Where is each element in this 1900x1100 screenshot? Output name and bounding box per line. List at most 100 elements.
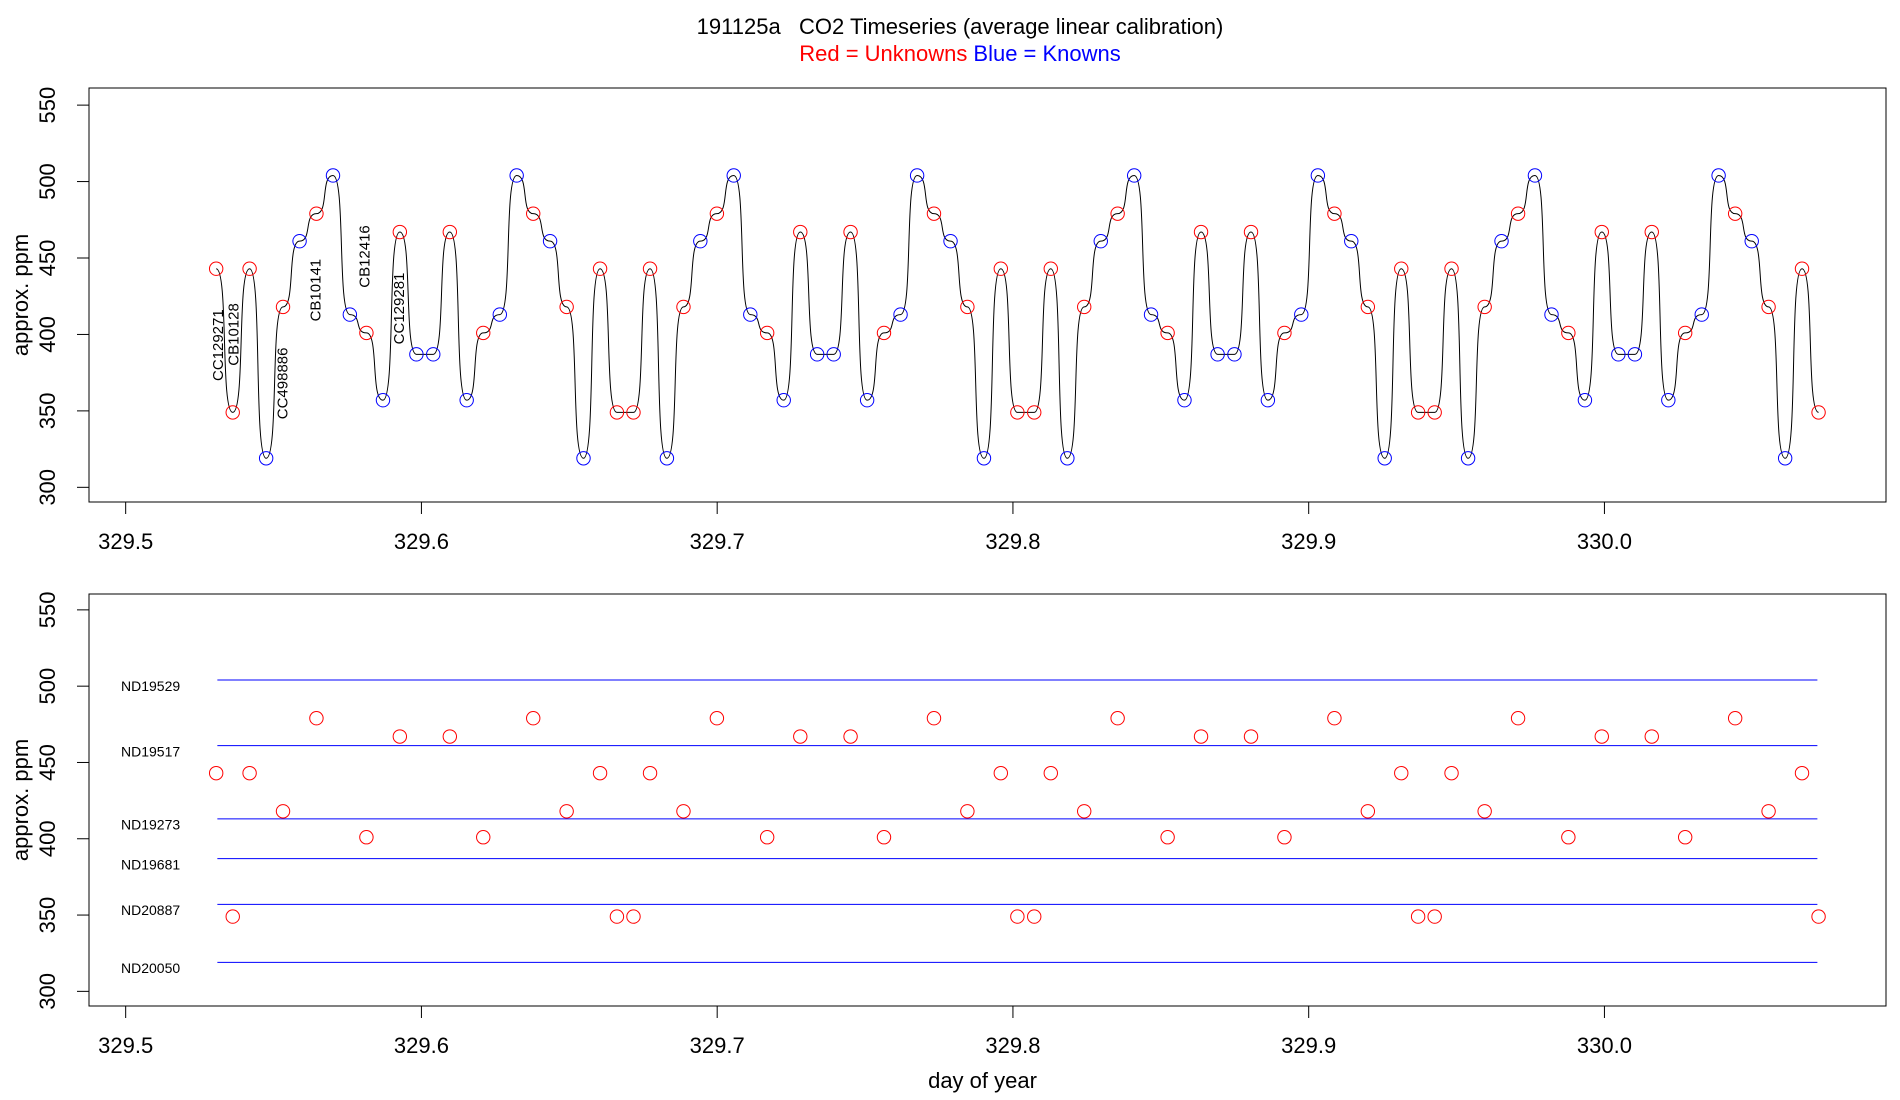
sample-point (1143, 307, 1159, 322)
sample-point (993, 261, 1009, 276)
y-tick-label: 350 (35, 393, 60, 430)
unknown-point (642, 765, 658, 781)
unknown-point (1160, 830, 1175, 845)
sample-point (459, 392, 474, 408)
unknown-point (592, 765, 608, 781)
sample-point (1510, 206, 1526, 221)
y-tick-label: 500 (35, 668, 60, 705)
unknown-point (242, 765, 257, 781)
sample-point (859, 392, 875, 408)
sample-point (1477, 299, 1492, 315)
sample-point (1727, 206, 1743, 221)
unknown-point (1644, 729, 1659, 744)
sample-point (1160, 325, 1175, 341)
reference-label: ND19517 (121, 743, 180, 759)
sample-point (659, 451, 675, 466)
sample-point (1494, 233, 1509, 249)
unknown-point (1510, 711, 1526, 726)
unknown-point (225, 909, 240, 924)
y-tick-label: 550 (35, 592, 60, 629)
x-tick-label: 329.5 (98, 1033, 153, 1058)
sample-point (559, 299, 574, 315)
unknown-point (1043, 765, 1058, 781)
x-tick-label: 329.6 (394, 1033, 449, 1058)
sample-point (793, 224, 808, 240)
sample-point (743, 307, 758, 322)
sample-point (1527, 168, 1543, 183)
unknown-point (1327, 711, 1342, 726)
sample-point (1360, 299, 1376, 315)
y-tick-label: 300 (35, 973, 60, 1010)
sample-point (960, 299, 975, 315)
sample-point (1110, 206, 1125, 221)
sample-point (1294, 307, 1309, 322)
unknown-point (626, 909, 641, 924)
sample-point (1811, 405, 1826, 420)
sample-point (826, 347, 841, 362)
unknown-point (1594, 729, 1609, 744)
sample-point (1344, 233, 1359, 249)
sample-point (426, 347, 441, 362)
unknown-point (1477, 804, 1492, 819)
sample-point (1010, 405, 1025, 420)
sample-point (1594, 224, 1609, 240)
unknown-point (309, 711, 324, 726)
sample-point (492, 307, 508, 322)
sample-point (1126, 168, 1142, 183)
sample-point (275, 299, 291, 315)
sample-point (709, 206, 725, 221)
sample-point (242, 261, 257, 276)
unknown-point (392, 729, 408, 744)
sample-point (309, 206, 324, 221)
sample-point (1277, 325, 1292, 341)
unknown-point (559, 804, 574, 819)
unknown-point (1243, 729, 1259, 744)
unknown-point (1561, 830, 1576, 845)
sample-point (476, 325, 491, 341)
unknown-point (993, 765, 1009, 781)
unknown-point (1444, 765, 1459, 781)
x-tick-label: 329.8 (985, 1033, 1040, 1058)
sample-point (1427, 405, 1442, 420)
sample-point (1327, 206, 1342, 221)
unknown-point (1761, 804, 1776, 819)
sample-point (776, 392, 791, 408)
sample-point (1043, 261, 1058, 276)
x-tick-label: 329.8 (985, 529, 1040, 554)
unknown-point (709, 711, 725, 726)
sample-point (726, 168, 741, 183)
y-tick-label: 300 (35, 469, 60, 506)
sample-point (325, 168, 341, 183)
sample-point (1310, 168, 1326, 183)
sample-point (1377, 451, 1392, 466)
sample-point (1677, 325, 1693, 341)
unknown-point (1811, 909, 1826, 924)
sample-point (375, 392, 391, 408)
reference-label: ND19681 (121, 856, 180, 872)
sample-point (258, 451, 274, 466)
sample-point (592, 261, 608, 276)
chart-subtitle: Red = Unknowns Blue = Knowns (799, 41, 1121, 66)
unknown-point (1360, 804, 1376, 819)
unknown-point (1027, 909, 1042, 924)
sample-point (1460, 451, 1476, 466)
unknown-point (759, 830, 775, 845)
sample-point (943, 233, 958, 249)
sample-point (1193, 224, 1209, 240)
sample-point (1761, 299, 1776, 315)
sample-point (526, 206, 541, 221)
reference-label: ND20887 (121, 902, 180, 918)
x-axis-label: day of year (928, 1068, 1037, 1093)
unknown-point (1427, 909, 1442, 924)
reference-label: ND19273 (121, 817, 180, 833)
sample-point (642, 261, 658, 276)
unknown-point (526, 711, 541, 726)
unknown-point (1727, 711, 1743, 726)
sample-point (926, 206, 942, 221)
sample-point (542, 233, 558, 249)
sample-point (976, 451, 992, 466)
unknown-point (275, 804, 291, 819)
sample-point (1577, 392, 1593, 408)
sample-point (392, 224, 408, 240)
